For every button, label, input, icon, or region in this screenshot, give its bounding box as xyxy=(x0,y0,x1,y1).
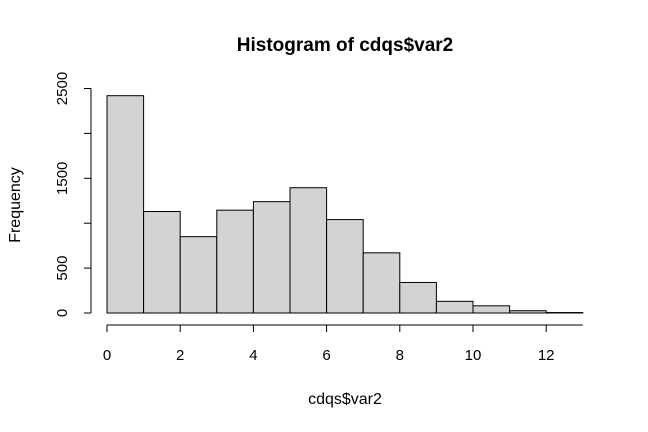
histogram-bar xyxy=(509,310,547,314)
y-axis-label: Frequency xyxy=(7,167,24,243)
x-tick-label: 0 xyxy=(103,347,111,364)
histogram-bar xyxy=(399,281,437,314)
y-axis: 0 500 1500 2500 xyxy=(54,72,92,317)
histogram-bar xyxy=(106,95,145,314)
x-tick-label: 4 xyxy=(249,347,257,364)
histogram-bar xyxy=(179,236,218,314)
chart-title: Histogram of cdqs$var2 xyxy=(237,35,453,56)
histogram-bar xyxy=(472,305,511,314)
bars-group xyxy=(106,95,584,314)
histogram-bar xyxy=(289,187,328,314)
x-axis-label: cdqs$var2 xyxy=(308,391,382,408)
histogram-bar xyxy=(326,219,364,314)
histogram-bar xyxy=(362,252,401,314)
x-tick-label: 6 xyxy=(322,347,330,364)
histogram-bar xyxy=(252,201,291,314)
y-tick-label: 1500 xyxy=(54,162,71,195)
x-tick-label: 2 xyxy=(176,347,184,364)
x-tick-label: 12 xyxy=(538,347,555,364)
histogram-bar xyxy=(216,209,254,314)
histogram-bar xyxy=(143,211,181,314)
x-axis: 0 2 4 6 8 10 12 xyxy=(103,324,583,364)
y-tick-label: 2500 xyxy=(54,72,71,105)
y-tick-label: 500 xyxy=(54,256,71,281)
x-tick-label: 10 xyxy=(465,347,482,364)
y-tick-label: 0 xyxy=(54,309,71,317)
x-tick-label: 8 xyxy=(396,347,404,364)
histogram-bar xyxy=(435,300,474,314)
